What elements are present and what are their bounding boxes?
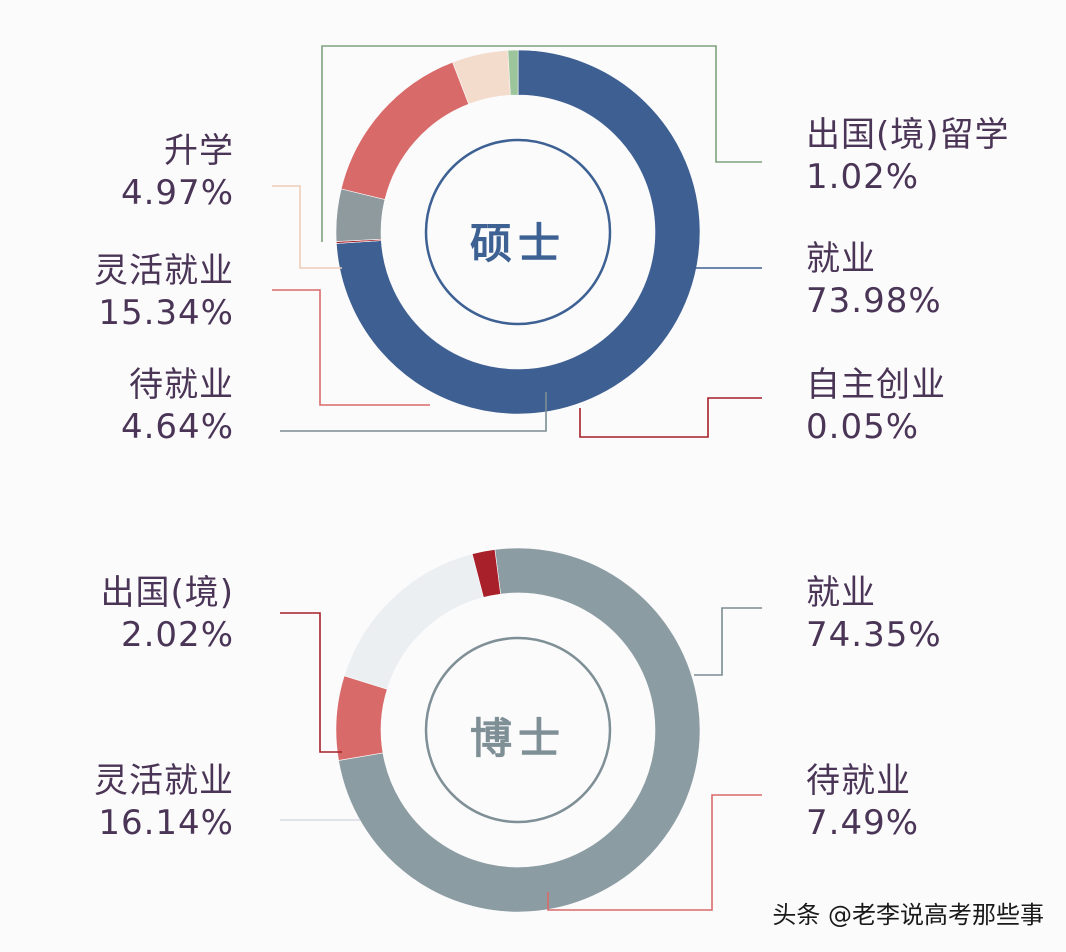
- leader-line: [272, 289, 430, 406]
- doctoral-label-abroad: 出国(境) 2.02%: [100, 572, 234, 656]
- center-ring: [424, 138, 612, 326]
- slice-name: 灵活就业: [94, 761, 234, 801]
- slice-value: 73.98%: [806, 281, 942, 321]
- slice-就业: [338, 547, 701, 913]
- slice-value: 1.02%: [806, 157, 920, 197]
- slice-value: 2.02%: [120, 615, 234, 655]
- leader-line: [579, 397, 762, 438]
- slice-value: 4.97%: [120, 173, 234, 213]
- slice-出国(境): [471, 549, 501, 598]
- leader-line: [321, 45, 762, 242]
- doctoral-label-flexible: 灵活就业 16.14%: [94, 760, 234, 844]
- donut-chart-doctoral: [335, 547, 701, 913]
- slice-name: 自主创业: [806, 365, 946, 405]
- slice-name: 就业: [806, 239, 876, 279]
- leader-line: [272, 185, 342, 269]
- leader-lines: [272, 45, 762, 911]
- masters-center-label: 硕士: [469, 219, 566, 268]
- masters-label-further-study: 升学 4.97%: [121, 130, 234, 214]
- donut-chart-masters: [335, 49, 701, 415]
- masters-label-study-abroad: 出国(境)留学 1.02%: [806, 114, 1010, 198]
- slice-灵活就业: [340, 61, 470, 200]
- leader-line: [547, 794, 762, 911]
- slice-value: 15.34%: [98, 293, 234, 333]
- doctoral-label-employed: 就业 74.35%: [806, 572, 942, 656]
- slice-灵活就业: [343, 553, 484, 690]
- slice-value: 0.05%: [806, 407, 920, 447]
- doctoral-label-awaiting: 待就业 7.49%: [806, 760, 919, 844]
- masters-label-employed: 就业 73.98%: [806, 238, 942, 322]
- slice-name: 待就业: [129, 365, 234, 405]
- watermark: 头条 @老李说高考那些事: [772, 901, 1044, 929]
- slice-name: 出国(境)留学: [806, 115, 1010, 155]
- slice-name: 待就业: [806, 761, 911, 801]
- leader-line: [694, 607, 762, 676]
- leader-line: [280, 392, 547, 432]
- slice-value: 7.49%: [806, 803, 920, 843]
- doctoral-center-label: 博士: [469, 714, 566, 763]
- slice-value: 74.35%: [806, 615, 942, 655]
- slice-name: 灵活就业: [94, 251, 234, 291]
- center-ring: [424, 636, 612, 824]
- slice-就业: [336, 49, 701, 415]
- slice-待就业: [335, 675, 388, 761]
- masters-label-awaiting: 待就业 4.64%: [121, 364, 234, 448]
- slice-value: 16.14%: [98, 803, 234, 843]
- masters-label-flexible: 灵活就业 15.34%: [94, 250, 234, 334]
- slice-name: 出国(境): [100, 573, 234, 613]
- masters-label-entrepreneur: 自主创业 0.05%: [806, 364, 946, 448]
- slice-value: 4.64%: [120, 407, 234, 447]
- slice-升学: [452, 49, 511, 105]
- slice-name: 就业: [806, 573, 876, 613]
- leader-line: [280, 612, 342, 753]
- slice-name: 升学: [164, 131, 234, 171]
